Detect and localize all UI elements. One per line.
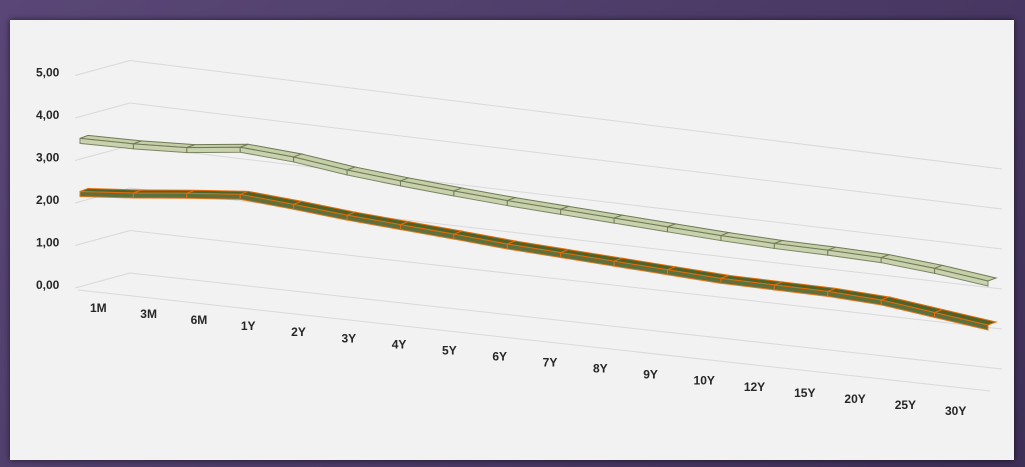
- x-tick-label: 15Y: [794, 386, 815, 400]
- x-tick-label: 12Y: [744, 380, 765, 394]
- x-tick-label: 1M: [90, 301, 107, 315]
- floor-edge: [77, 289, 991, 392]
- series-ribbon-1: [79, 134, 998, 287]
- gridlines: [74, 60, 1003, 392]
- gridline-depth: [74, 272, 131, 289]
- y-tick-label: 5,00: [36, 66, 60, 80]
- ribbon-front-segment: [79, 190, 134, 199]
- x-tick-label: 30Y: [945, 404, 966, 418]
- y-axis-ticks: 0,00 1,00 2,00 3,00 4,00 5,00: [36, 66, 60, 293]
- x-tick-label: 1Y: [241, 319, 256, 333]
- x-tick-label: 10Y: [694, 374, 715, 388]
- y-tick-label: 4,00: [36, 108, 60, 122]
- gridline: [129, 272, 1003, 370]
- x-axis-ticks: 1M 3M 6M 1Y 2Y 3Y 4Y 5Y 6Y 7Y 8Y 9Y 10Y 12Y 15Y 20Y 25Y 3…: [90, 301, 966, 418]
- x-tick-label: 6Y: [492, 349, 507, 363]
- x-tick-label: 3M: [140, 307, 157, 321]
- x-tick-label: 8Y: [593, 362, 608, 376]
- ribbon-front-segment: [132, 192, 188, 199]
- x-tick-label: 2Y: [291, 325, 306, 339]
- x-tick-label: 9Y: [643, 368, 658, 382]
- gridline: [129, 60, 1003, 170]
- x-tick-label: 4Y: [392, 337, 407, 351]
- ribbon-front-segment: [186, 146, 241, 154]
- x-tick-label: 20Y: [844, 392, 865, 406]
- y-tick-label: 2,00: [36, 193, 60, 207]
- gridline-depth: [74, 102, 131, 119]
- x-tick-label: 5Y: [442, 343, 457, 357]
- gridline: [129, 230, 1003, 330]
- gridline: [129, 145, 1003, 250]
- y-tick-label: 1,00: [36, 236, 60, 250]
- x-tick-label: 3Y: [341, 331, 356, 345]
- gridline-depth: [74, 60, 131, 76]
- gridline-depth: [74, 230, 131, 246]
- ribbon-front-segment: [934, 267, 989, 287]
- y-tick-label: 3,00: [36, 151, 60, 165]
- x-tick-label: 6M: [191, 313, 208, 327]
- y-tick-label: 0,00: [36, 278, 60, 292]
- ribbon-front-segment: [186, 192, 241, 200]
- series-ribbons: [79, 134, 998, 331]
- series-ribbon-2: [79, 187, 998, 331]
- x-tick-label: 25Y: [895, 398, 916, 412]
- ribbon-front-segment: [934, 311, 989, 331]
- gridline: [129, 102, 1003, 210]
- x-tick-label: 7Y: [543, 356, 558, 370]
